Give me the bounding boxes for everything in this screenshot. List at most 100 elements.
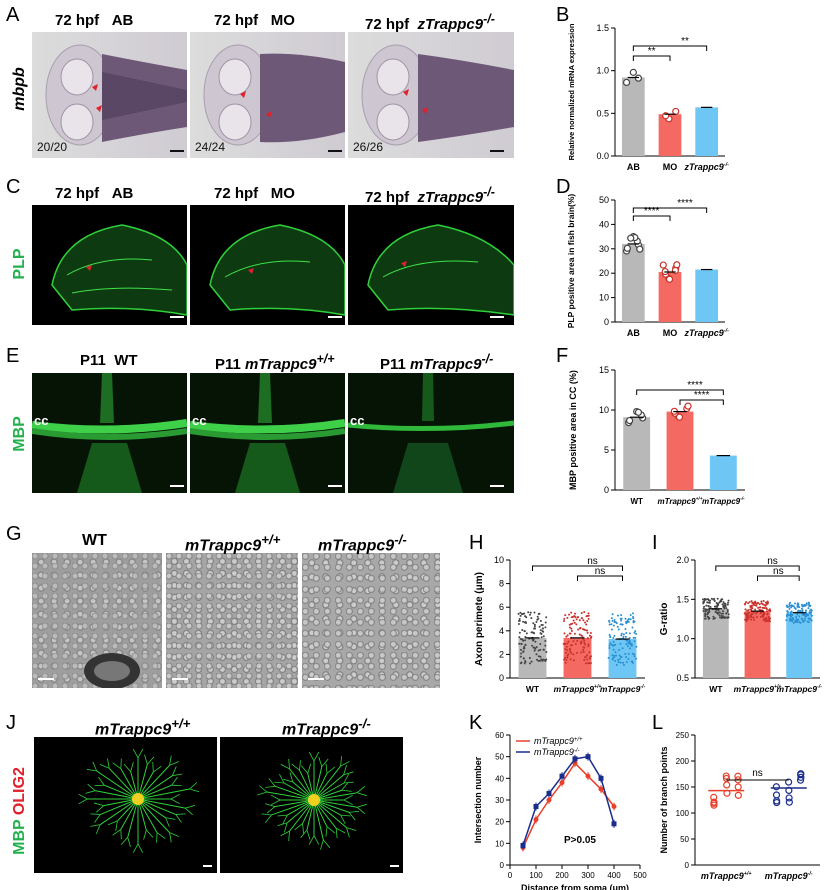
process xyxy=(171,784,182,787)
process xyxy=(165,817,170,828)
process xyxy=(268,778,276,787)
data-point xyxy=(538,659,541,662)
process xyxy=(257,791,268,796)
series-line xyxy=(522,755,615,846)
process xyxy=(313,835,320,845)
process xyxy=(274,799,315,808)
process xyxy=(321,758,329,767)
sig-label: ** xyxy=(681,36,689,47)
process xyxy=(172,766,177,776)
process xyxy=(265,785,276,788)
data-point xyxy=(618,654,621,657)
sig-label: ns xyxy=(595,566,606,577)
process xyxy=(313,799,350,813)
data-point xyxy=(562,620,565,623)
data-point xyxy=(590,635,593,638)
process xyxy=(294,823,303,831)
process xyxy=(279,773,285,784)
data-point xyxy=(615,654,618,657)
data-point xyxy=(793,602,796,605)
process xyxy=(169,761,179,766)
sig-label: ns xyxy=(767,556,778,567)
data-point xyxy=(720,612,723,615)
sig-bracket xyxy=(577,575,623,581)
data-point xyxy=(753,618,756,621)
data-point xyxy=(619,623,622,626)
process xyxy=(127,837,131,848)
y-tick-label: 1.0 xyxy=(676,634,689,644)
data-point xyxy=(786,614,789,617)
sig-bracket xyxy=(532,565,623,571)
data-point xyxy=(564,614,567,617)
data-point xyxy=(565,645,568,648)
data-point xyxy=(523,630,526,633)
data-point xyxy=(635,657,638,660)
x-tick-label: 300 xyxy=(581,871,595,880)
y-tick-label: 200 xyxy=(676,757,690,766)
data-point xyxy=(726,603,729,606)
caption-a-3: 72 hpf zTrappc9-/- xyxy=(365,12,495,33)
data-point xyxy=(544,639,547,642)
data-point xyxy=(586,631,589,634)
data-point xyxy=(766,610,769,613)
process xyxy=(137,798,176,815)
process xyxy=(175,813,186,815)
data-point xyxy=(758,603,761,606)
data-point xyxy=(761,614,764,617)
data-point xyxy=(750,600,753,603)
data-point xyxy=(713,617,716,620)
data-point xyxy=(805,615,808,618)
x-tick-label: mTrappc9+/+ xyxy=(734,684,782,694)
data-point xyxy=(727,613,730,616)
legend-label: mTrappc9+/+ xyxy=(534,736,583,746)
caption-c-2: 72 hpf MO xyxy=(214,185,295,202)
data-point xyxy=(617,661,620,664)
data-point xyxy=(519,648,522,651)
process xyxy=(169,832,172,843)
bar xyxy=(621,77,645,156)
data-point xyxy=(539,655,542,658)
data-point xyxy=(539,648,542,651)
data-point xyxy=(580,651,583,654)
sig-label: **** xyxy=(694,390,710,401)
data-point xyxy=(629,642,632,645)
y-tick-label: 1.5 xyxy=(596,23,609,33)
process xyxy=(132,843,139,853)
data-point xyxy=(808,603,811,606)
data-point xyxy=(585,754,591,760)
process xyxy=(115,820,118,831)
data-point xyxy=(797,770,805,778)
data-point xyxy=(624,620,627,623)
process xyxy=(271,794,281,801)
data-point xyxy=(787,613,790,616)
data-point xyxy=(727,599,730,602)
data-point xyxy=(532,639,535,642)
sig-label: ns xyxy=(587,556,598,567)
data-point xyxy=(709,605,712,608)
data-point xyxy=(734,772,742,780)
process xyxy=(171,776,178,786)
y-axis-label: PLP positive area in fish brain(%) xyxy=(566,194,576,329)
panel-label-f: F xyxy=(556,345,569,367)
data-point xyxy=(580,617,583,620)
process xyxy=(112,829,122,836)
data-point xyxy=(525,616,528,619)
data-point xyxy=(684,402,692,410)
data-point xyxy=(807,607,810,610)
panel-label-a: A xyxy=(6,4,20,26)
data-point xyxy=(675,413,684,421)
data-point xyxy=(722,615,725,618)
y-tick-label: 0 xyxy=(604,317,609,327)
data-point xyxy=(528,662,531,665)
sig-label: **** xyxy=(644,206,660,217)
data-point xyxy=(618,649,621,652)
data-point xyxy=(572,653,575,656)
y-tick-label: 0.5 xyxy=(676,673,689,683)
process xyxy=(302,823,304,834)
data-point xyxy=(802,620,805,623)
chart-f: 0 5 10 15 MBP positive area in CC (%) WT mTrap… xyxy=(568,365,745,506)
data-point xyxy=(587,645,590,648)
data-point xyxy=(586,620,589,623)
data-point xyxy=(523,645,526,648)
process xyxy=(137,788,190,800)
